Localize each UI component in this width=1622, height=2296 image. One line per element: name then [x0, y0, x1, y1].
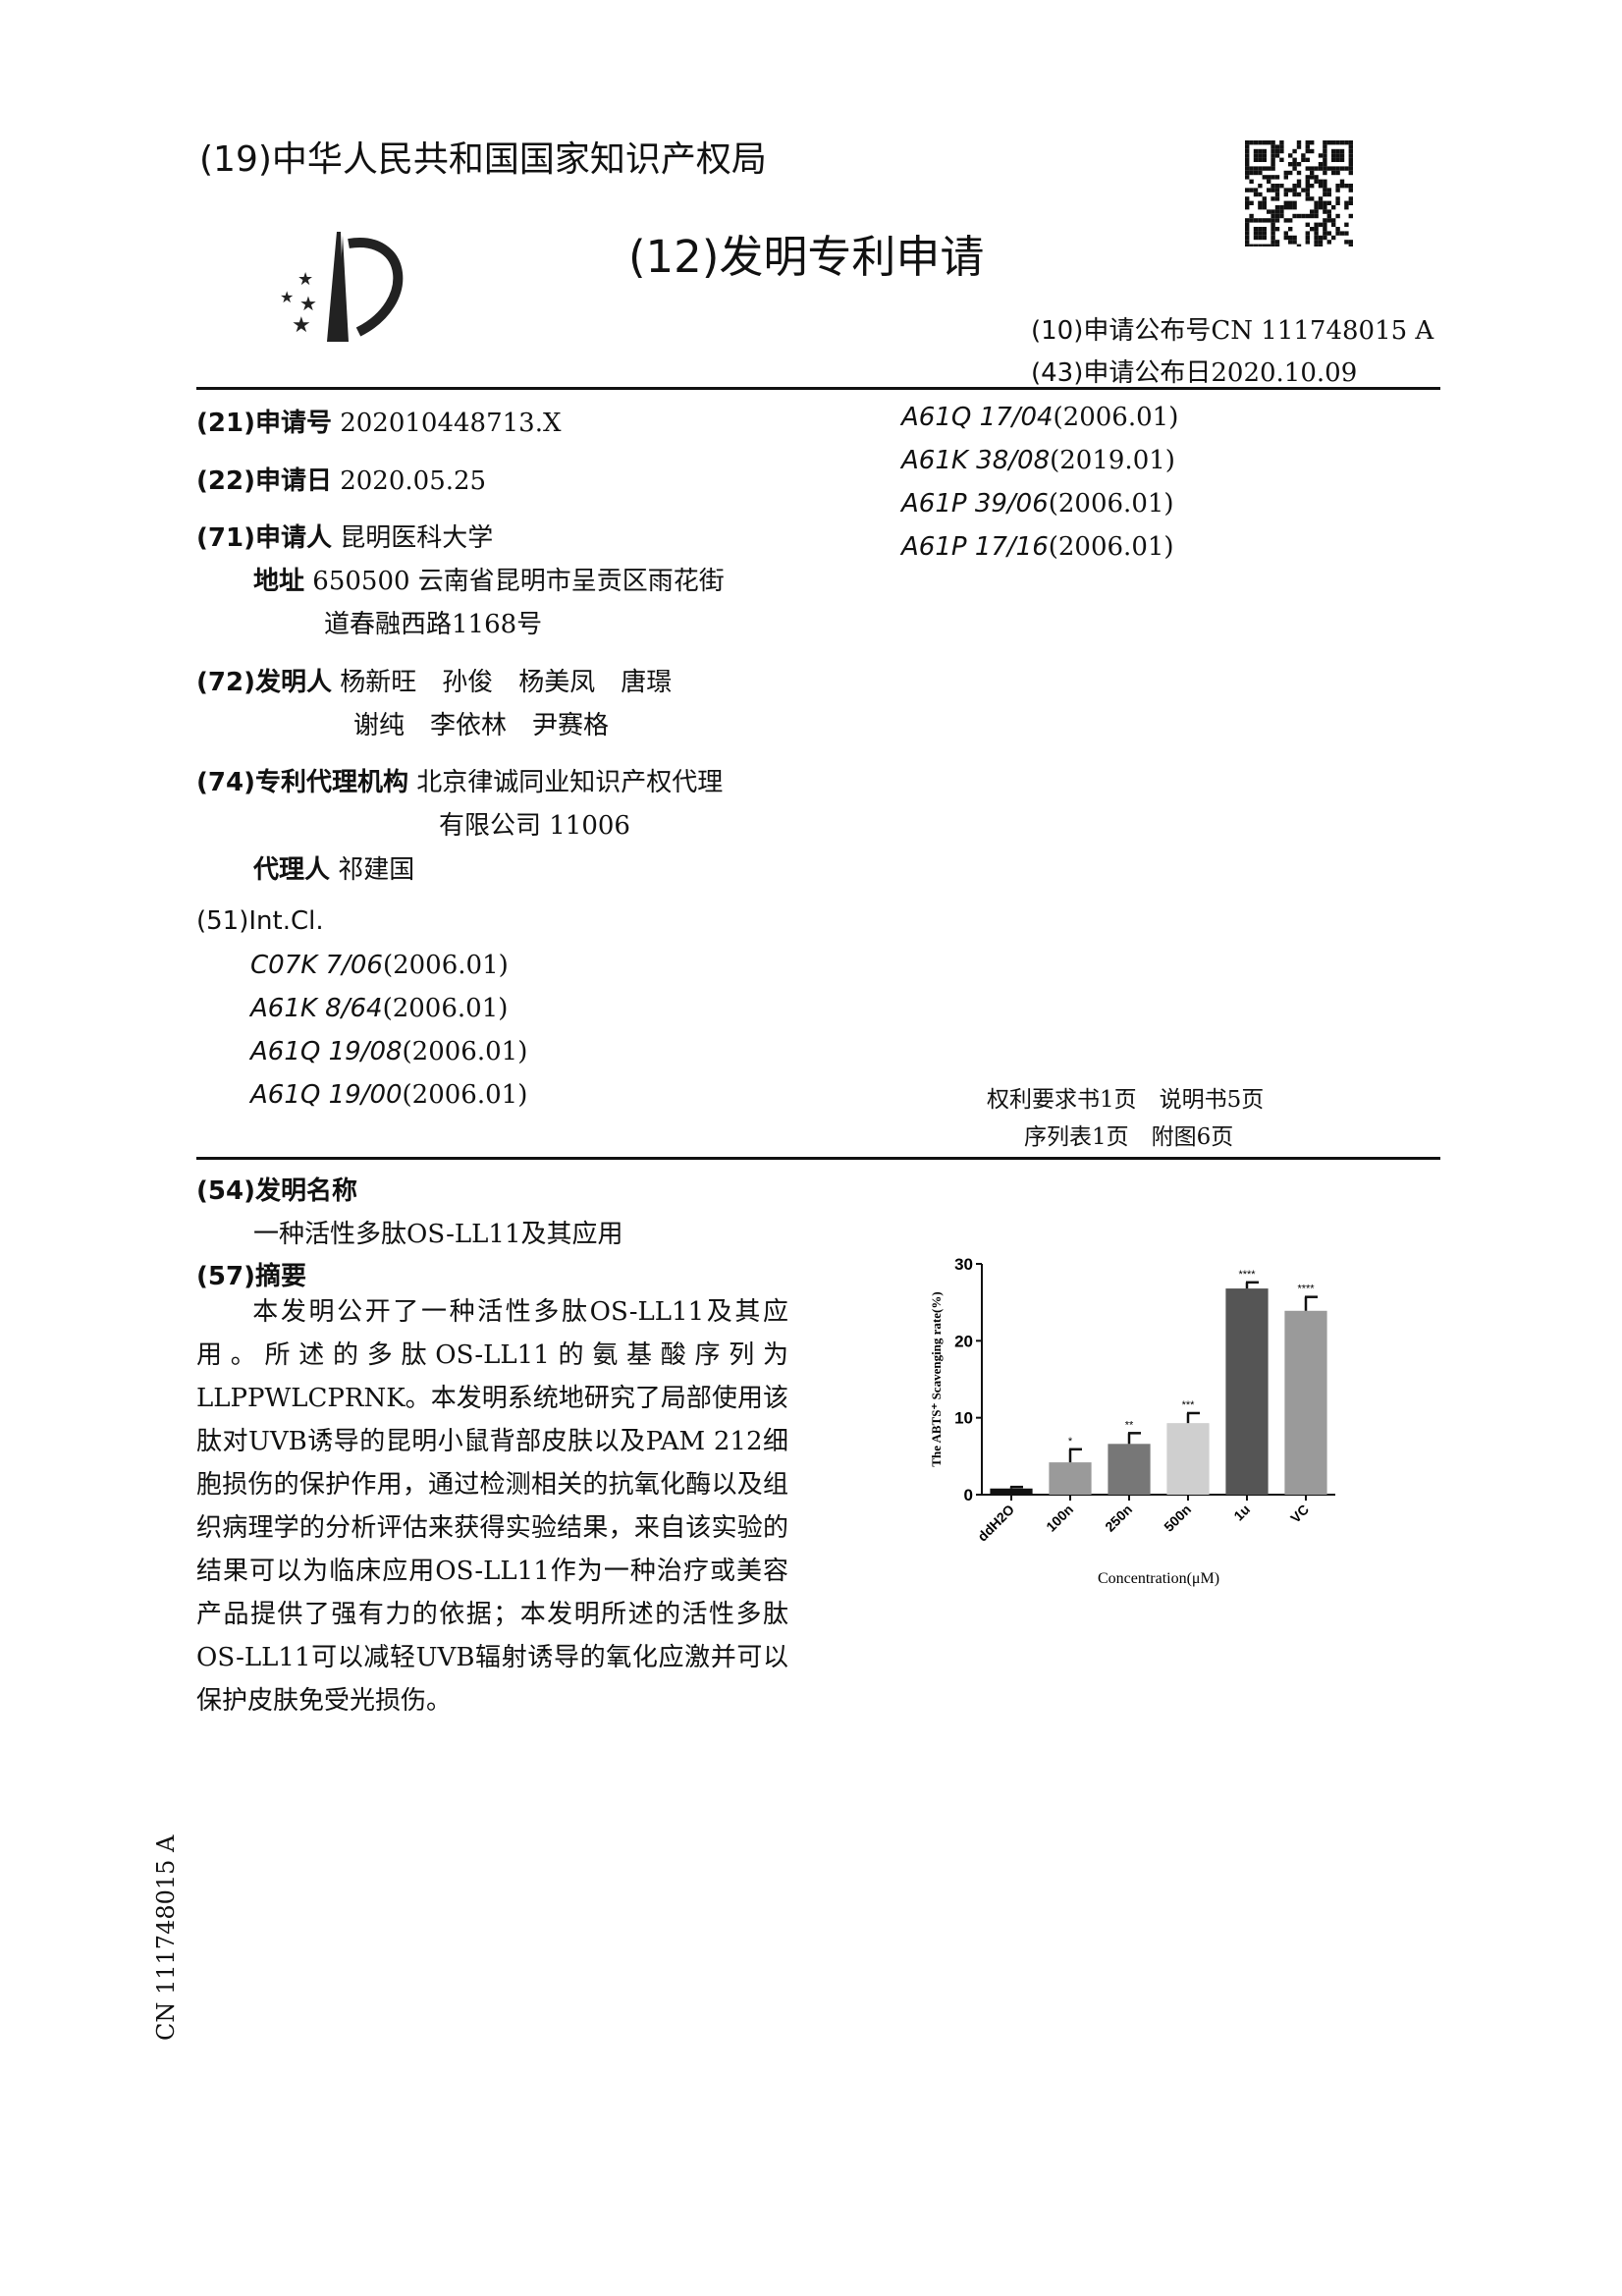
- address-label: 地址: [253, 567, 305, 596]
- x-tick-label: 250n: [1102, 1502, 1135, 1535]
- classification-code: C07K 7/06(2006.01): [250, 951, 509, 980]
- classification-code: A61P 17/16(2006.01): [901, 532, 1174, 562]
- y-tick-label: 20: [954, 1332, 973, 1350]
- significance-label: **: [1125, 1419, 1134, 1431]
- intcl-label: (51)Int.Cl.: [196, 906, 324, 936]
- applicant-label: (71)申请人: [196, 523, 332, 553]
- page-count: 序列表1页 附图6页: [1024, 1124, 1234, 1150]
- pub-no: CN 111748015 A: [1211, 316, 1434, 346]
- significance-label: ***: [1182, 1399, 1196, 1411]
- cnipa-logo: ★★ ★★: [280, 232, 404, 342]
- bar: [1166, 1423, 1210, 1495]
- y-tick-label: 10: [954, 1409, 973, 1428]
- inventors-label: (72)发明人: [196, 668, 332, 697]
- code: A61Q 19/08: [250, 1037, 403, 1066]
- version: (2006.01): [1053, 403, 1179, 432]
- qr-code: [1245, 140, 1353, 246]
- code: A61P 39/06: [901, 489, 1049, 519]
- x-tick-label: 500n: [1161, 1502, 1194, 1535]
- svg-text:★: ★: [292, 313, 311, 338]
- agency: 有限公司 11006: [439, 811, 630, 841]
- inventors: 谢纯 李依林 尹赛格: [353, 711, 610, 740]
- svg-text:★: ★: [280, 288, 294, 306]
- significance-label: ****: [1297, 1284, 1315, 1295]
- abts-bar-chart: 0 10 20 30 ddH2O * 100n ** 250n *** 500n **** 1u ****…: [929, 1255, 1335, 1587]
- office-name: (19)中华人民共和国国家知识产权局: [199, 139, 767, 180]
- code: A61K 8/64: [250, 994, 383, 1023]
- classification-code: A61Q 19/00(2006.01): [250, 1080, 527, 1110]
- applicant: 昆明医科大学: [340, 523, 494, 553]
- classification-code: A61P 39/06(2006.01): [901, 489, 1174, 519]
- document-type: (12)发明专利申请: [628, 231, 985, 283]
- agency-label: (74)专利代理机构: [196, 768, 408, 797]
- svg-text:★: ★: [299, 292, 317, 315]
- bar: [1049, 1462, 1092, 1495]
- bar: [990, 1488, 1033, 1495]
- x-tick-label: ddH2O: [974, 1502, 1017, 1545]
- agent-label: 代理人: [253, 855, 331, 885]
- version: (2006.01): [1048, 489, 1174, 519]
- invention-title: 一种活性多肽OS-LL11及其应用: [253, 1220, 623, 1249]
- app-date: 2020.05.25: [340, 466, 487, 496]
- x-tick-label: 1u: [1230, 1502, 1253, 1524]
- address-line: 650500 云南省昆明市呈贡区雨花街: [312, 567, 725, 596]
- classification-code: A61Q 17/04(2006.01): [901, 403, 1178, 432]
- page-count: 权利要求书1页 说明书5页: [987, 1087, 1265, 1113]
- agent: 祁建国: [338, 855, 415, 885]
- side-pub-number: CN 111748015 A: [152, 1834, 180, 2041]
- version: (2019.01): [1050, 446, 1175, 475]
- y-axis-label: The ABTS⁺ Scavenging rate(%): [929, 1291, 944, 1466]
- bar: [1284, 1310, 1327, 1495]
- x-tick-label: VC: [1287, 1502, 1312, 1526]
- svg-text:★: ★: [297, 269, 313, 290]
- title-label: (54)发明名称: [196, 1176, 357, 1206]
- version: (2006.01): [402, 1080, 528, 1110]
- classification-code: A61K 8/64(2006.01): [250, 994, 508, 1023]
- code: A61P 17/16: [901, 532, 1049, 562]
- abstract-text: 本发明公开了一种活性多肽OS-LL11及其应用。所述的多肽OS-LL11的氨基酸…: [196, 1297, 788, 1716]
- code: A61Q 17/04: [901, 403, 1054, 432]
- pub-no-label: (10)申请公布号: [1031, 316, 1212, 346]
- x-tick-label: 100n: [1043, 1502, 1076, 1535]
- significance-label: *: [1068, 1436, 1073, 1448]
- pub-date-label: (43)申请公布日: [1031, 358, 1212, 388]
- y-tick-label: 0: [964, 1486, 973, 1504]
- version: (2006.01): [402, 1037, 528, 1066]
- app-no-label: (21)申请号: [196, 409, 332, 438]
- bar: [1225, 1288, 1269, 1495]
- classification-code: A61K 38/08(2019.01): [901, 446, 1175, 475]
- divider: [196, 1157, 1440, 1160]
- app-no: 202010448713.X: [340, 409, 562, 438]
- bar: [1108, 1444, 1151, 1495]
- pub-date: 2020.10.09: [1211, 358, 1358, 388]
- version: (2006.01): [382, 994, 509, 1023]
- version: (2006.01): [382, 951, 509, 980]
- version: (2006.01): [1048, 532, 1174, 562]
- x-axis-label: Concentration(μM): [1098, 1570, 1219, 1587]
- app-date-label: (22)申请日: [196, 466, 332, 496]
- code: A61Q 19/00: [250, 1080, 403, 1110]
- classification-code: A61Q 19/08(2006.01): [250, 1037, 527, 1066]
- divider: [196, 387, 1440, 390]
- abstract-label: (57)摘要: [196, 1262, 306, 1291]
- y-tick-label: 30: [954, 1255, 973, 1274]
- address-line: 道春融西路1168号: [324, 610, 543, 639]
- agency: 北京律诚同业知识产权代理: [416, 768, 724, 797]
- code: C07K 7/06: [250, 951, 383, 980]
- code: A61K 38/08: [901, 446, 1051, 475]
- significance-label: ****: [1238, 1269, 1256, 1281]
- inventors: 杨新旺 孙俊 杨美凤 唐璟: [340, 668, 673, 697]
